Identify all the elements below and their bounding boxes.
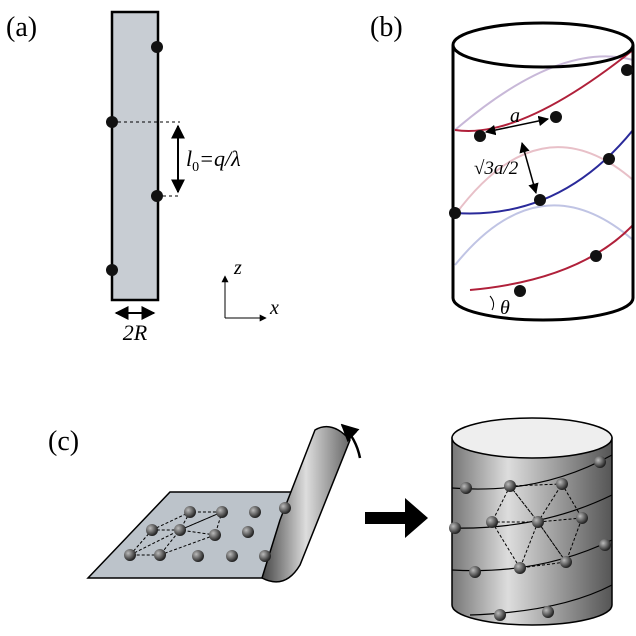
dots — [449, 64, 633, 297]
angle-label: θ — [500, 297, 510, 319]
angle-arc — [490, 296, 494, 310]
width-label: 2R — [123, 320, 148, 345]
axis-label: z — [233, 257, 242, 279]
cylinder-body — [453, 45, 633, 320]
cylinder-side — [112, 12, 158, 300]
cylinder — [452, 438, 612, 625]
spacing-label: a — [510, 105, 520, 127]
sheet — [88, 492, 295, 578]
top-rim — [453, 23, 633, 67]
figure: (a) l0=q/λ 2R z x (b) a √3a/2 θ (c) — [0, 0, 636, 631]
panel-label: (c) — [48, 426, 79, 457]
cylinder-top — [452, 418, 612, 458]
panel-b: (b) a √3a/2 θ — [370, 12, 633, 320]
transform-arrow — [365, 498, 428, 538]
length-label: l0=q/λ — [186, 146, 241, 175]
panel-c: (c) — [48, 418, 612, 625]
panel-a: (a) l0=q/λ 2R z x — [6, 12, 279, 345]
panel-label: (a) — [6, 12, 37, 43]
axis-label: x — [269, 297, 279, 319]
height-label: √3a/2 — [474, 158, 519, 179]
panel-label: (b) — [370, 12, 403, 43]
